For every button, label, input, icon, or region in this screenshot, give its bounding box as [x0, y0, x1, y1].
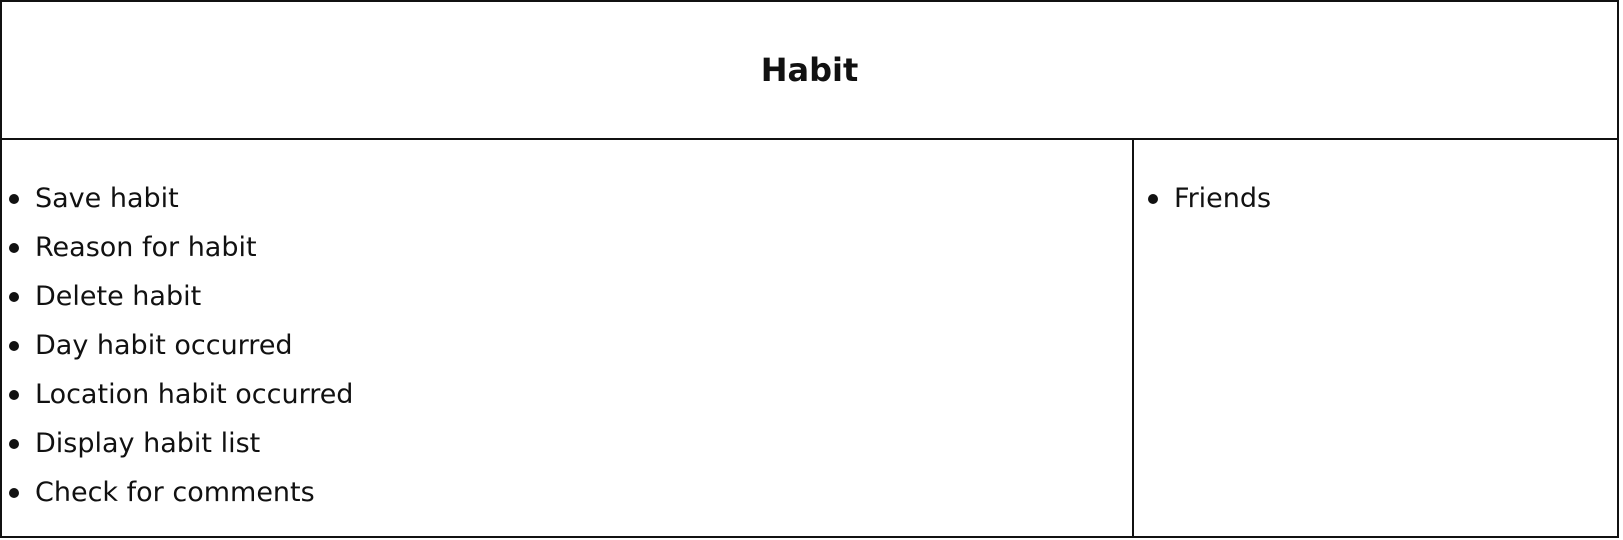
- list-item: Friends: [1134, 174, 1617, 223]
- responsibilities-column: Save habit Reason for habit Delete habit…: [2, 140, 1134, 538]
- bullet-icon: [9, 292, 19, 302]
- list-item: Save habit: [2, 174, 1132, 223]
- list-item: Day habit occurred: [2, 321, 1132, 370]
- list-item-label: Display habit list: [35, 428, 261, 459]
- list-item-label: Day habit occurred: [35, 330, 293, 361]
- card-body: Save habit Reason for habit Delete habit…: [2, 140, 1617, 538]
- bullet-icon: [9, 439, 19, 449]
- bullet-icon: [9, 390, 19, 400]
- bullet-icon: [9, 243, 19, 253]
- list-item: Location habit occurred: [2, 370, 1132, 419]
- list-item-label: Save habit: [35, 183, 179, 214]
- list-item: Display habit list: [2, 419, 1132, 468]
- collaborators-list: Friends: [1134, 140, 1617, 223]
- bullet-icon: [9, 488, 19, 498]
- list-item-label: Delete habit: [35, 281, 202, 312]
- list-item-label: Location habit occurred: [35, 379, 354, 410]
- list-item: Reason for habit: [2, 223, 1132, 272]
- card-title: Habit: [760, 51, 859, 89]
- bullet-icon: [1148, 194, 1158, 204]
- list-item: Delete habit: [2, 272, 1132, 321]
- card-header: Habit: [2, 2, 1617, 140]
- bullet-icon: [9, 341, 19, 351]
- bullet-icon: [9, 194, 19, 204]
- list-item-label: Friends: [1174, 183, 1272, 214]
- collaborators-column: Friends: [1134, 140, 1617, 538]
- list-item-label: Reason for habit: [35, 232, 257, 263]
- responsibilities-list: Save habit Reason for habit Delete habit…: [2, 140, 1132, 517]
- list-item: Check for comments: [2, 468, 1132, 517]
- list-item-label: Check for comments: [35, 477, 315, 508]
